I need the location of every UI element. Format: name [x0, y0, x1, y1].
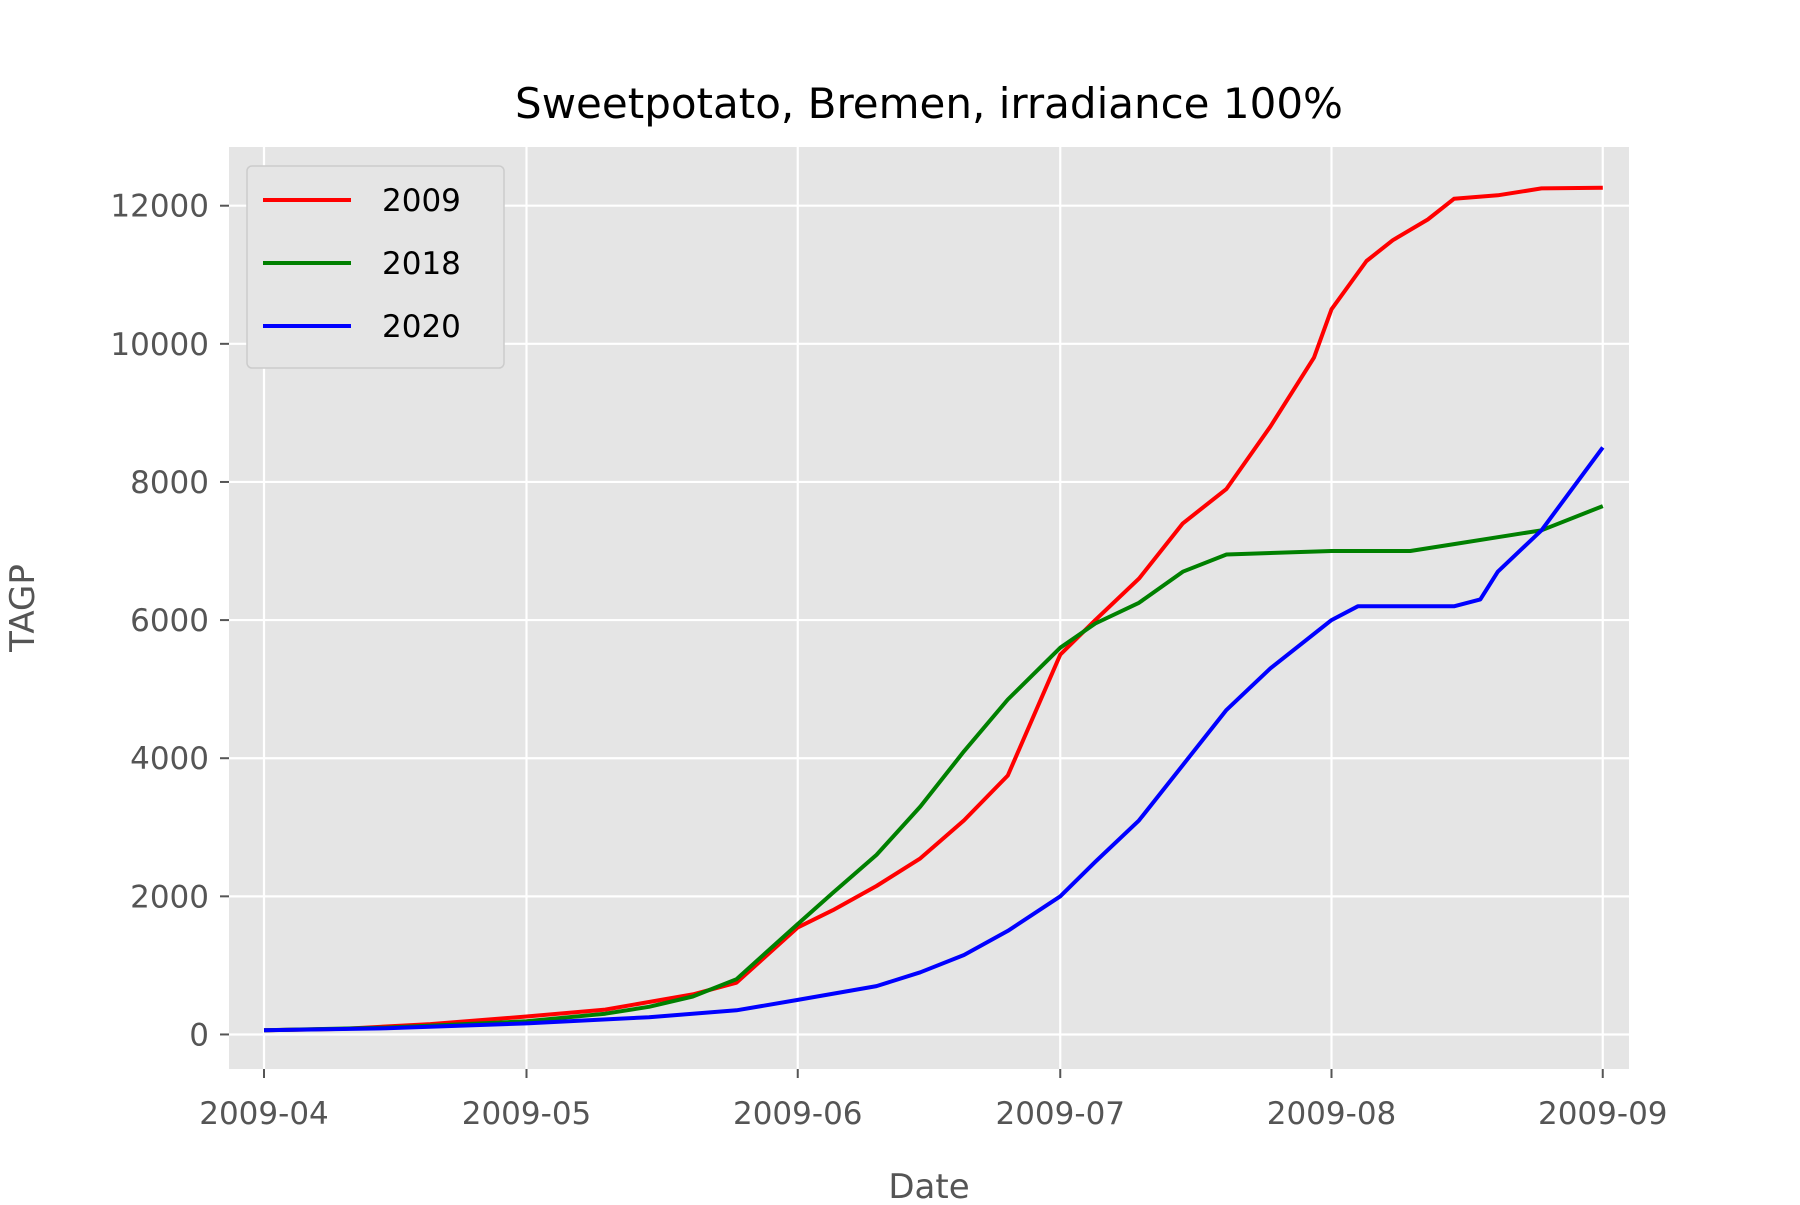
- legend-box: [246, 165, 505, 369]
- legend-label-2009: 2009: [382, 183, 461, 219]
- legend: 2009 2018 2020: [246, 165, 505, 369]
- y-tick-label: 0: [189, 1017, 209, 1053]
- y-tick-label: 8000: [130, 465, 209, 501]
- y-tick-label: 2000: [130, 879, 209, 915]
- series-line-2020: [263, 446, 1605, 1033]
- legend-label-2018: 2018: [382, 246, 461, 282]
- y-axis-label: TAGP: [3, 564, 43, 653]
- x-tick-label: 2009-04: [199, 1096, 329, 1132]
- y-tick-label: 6000: [130, 603, 209, 639]
- x-tick-label: 2009-07: [995, 1096, 1125, 1132]
- y-tick-label: 10000: [110, 327, 209, 363]
- y-axis: 0 2000 4000 6000 8000 10000 12000: [110, 189, 229, 1053]
- x-tick-label: 2009-08: [1267, 1096, 1397, 1132]
- x-tick-label: 2009-09: [1538, 1096, 1668, 1132]
- legend-label-2020: 2020: [382, 309, 461, 345]
- x-axis: 2009-04 2009-05 2009-06 2009-07 2009-08 2009-…: [199, 1069, 1668, 1132]
- chart-title: Sweetpotato, Bremen, irradiance 100%: [515, 79, 1343, 128]
- series-line-2018: [263, 504, 1604, 1033]
- series-lines: [263, 185, 1605, 1033]
- x-tick-label: 2009-05: [462, 1096, 592, 1132]
- y-tick-label: 12000: [110, 189, 209, 225]
- x-tick-label: 2009-06: [733, 1096, 863, 1132]
- x-axis-label: Date: [888, 1167, 969, 1200]
- y-tick-label: 4000: [130, 741, 209, 777]
- gridlines: [229, 147, 1629, 1069]
